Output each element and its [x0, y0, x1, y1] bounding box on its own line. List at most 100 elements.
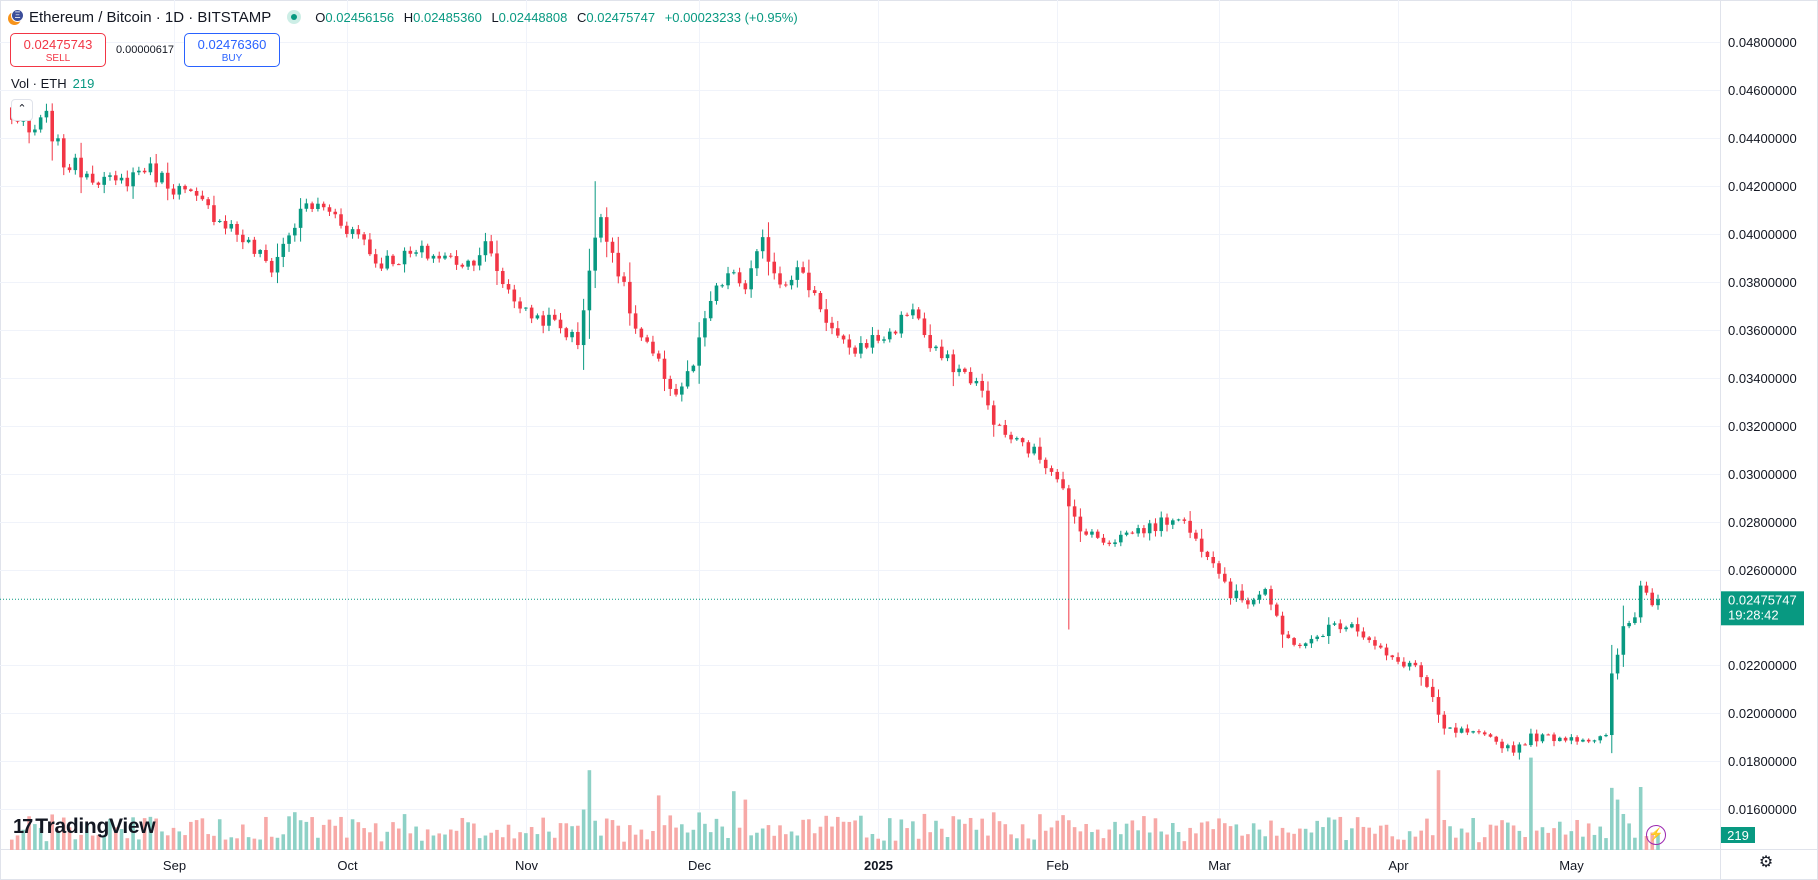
volume-bar: [529, 827, 534, 850]
price-tick-label: 0.04400000: [1728, 131, 1797, 146]
price-tick-label: 0.02600000: [1728, 563, 1797, 578]
candle-body: [991, 405, 996, 425]
volume-bar: [137, 839, 141, 850]
candle-body: [287, 235, 291, 244]
volume-bar: [772, 835, 777, 850]
spread-value: 0.00000617: [115, 44, 175, 56]
volume-bar: [1280, 827, 1285, 850]
volume-bar: [524, 833, 528, 850]
price-tick-label: 0.02800000: [1728, 515, 1797, 530]
volume-bar: [1263, 836, 1268, 850]
volume-bar: [217, 819, 222, 850]
candle-body: [85, 173, 89, 178]
volume-bar: [1309, 832, 1314, 850]
candle-body: [1355, 624, 1360, 632]
volume-bar: [1228, 826, 1233, 850]
volume-bar: [743, 799, 748, 850]
candle-body: [275, 256, 280, 273]
candle-body: [1205, 551, 1210, 558]
time-axis[interactable]: Sep Oct Nov Dec 2025 Feb Mar Apr May: [163, 858, 1584, 873]
low-value: 0.02448808: [498, 9, 568, 25]
volume-bar: [639, 829, 644, 850]
candle-body: [893, 331, 898, 334]
price-axis[interactable]: 0.04800000 0.04600000 0.04400000 0.04200000…: [1728, 35, 1797, 817]
candle-body: [264, 249, 268, 261]
candle-body: [986, 390, 990, 406]
volume-bar: [1500, 820, 1504, 850]
volume-legend[interactable]: Vol · ETH 219: [11, 76, 94, 91]
candle-body: [662, 358, 667, 379]
volume-bar: [1436, 770, 1441, 850]
volume-bar: [1124, 823, 1129, 850]
candle-body: [1038, 446, 1042, 460]
volume-bar: [755, 832, 759, 850]
candle-body: [1494, 736, 1499, 742]
price-tick-label: 0.03000000: [1728, 467, 1797, 482]
volume-bar: [67, 827, 72, 850]
buy-button[interactable]: 0.02476360 BUY: [184, 33, 280, 67]
time-tick-label: Nov: [515, 858, 539, 873]
candle-body: [668, 378, 673, 389]
candle-body: [1101, 537, 1106, 543]
volume-bar: [1257, 829, 1262, 850]
candle-body: [801, 267, 805, 273]
volume-bar: [749, 835, 753, 850]
sell-button[interactable]: 0.02475743 SELL: [10, 33, 106, 67]
candle-body: [1176, 519, 1181, 521]
candle-body: [1095, 531, 1100, 538]
time-tick-label: Apr: [1388, 858, 1409, 873]
volume-bar: [1373, 833, 1377, 850]
volume-bar: [27, 816, 31, 850]
volume-bar: [229, 837, 234, 850]
candle-body: [1049, 468, 1054, 472]
candle-body: [1511, 745, 1516, 753]
candle-body: [1338, 623, 1343, 630]
volume-bar: [789, 831, 794, 850]
symbol-title[interactable]: Ethereum / Bitcoin · 1D · BITSTAMP: [29, 8, 272, 26]
candle-body: [1165, 517, 1169, 525]
gear-icon[interactable]: ⚙: [1758, 854, 1774, 871]
volume-bar: [783, 834, 788, 850]
candle-body: [1061, 479, 1065, 489]
volume-bar: [1182, 841, 1187, 850]
volume-bar: [674, 827, 678, 850]
candle-body: [1344, 627, 1348, 630]
volume-bar: [1338, 816, 1343, 850]
volume-bar: [1326, 817, 1331, 850]
lightning-icon[interactable]: ⚡: [1646, 825, 1666, 845]
candle-body: [304, 203, 309, 209]
candle-body: [1142, 528, 1146, 534]
volume-bar: [893, 840, 898, 850]
tradingview-mark-icon: 17: [13, 815, 33, 838]
volume-bar: [396, 828, 401, 850]
volume-bar: [460, 817, 465, 850]
volume-bar: [997, 821, 1002, 850]
candle-body: [148, 163, 153, 173]
candle-body: [604, 217, 609, 242]
candle-body: [252, 239, 257, 254]
candle-body: [154, 163, 158, 183]
market-open-icon[interactable]: [287, 10, 302, 24]
tradingview-logo[interactable]: 17 TradingView: [13, 815, 156, 839]
high-label: H: [403, 9, 414, 25]
candle-body: [593, 237, 597, 271]
collapse-legend-button[interactable]: ⌃: [11, 99, 33, 121]
candle-body: [720, 285, 725, 287]
volume-bar: [1563, 834, 1568, 850]
candle-body: [96, 182, 101, 185]
volume-bar: [1332, 819, 1337, 850]
volume-bar: [859, 815, 863, 850]
volume-bar: [287, 816, 291, 850]
candle-body: [425, 245, 430, 259]
candle-body: [1656, 599, 1660, 606]
candle-body: [535, 315, 540, 319]
volume-bar: [974, 829, 979, 850]
last-volume-label: 219: [1727, 828, 1749, 843]
candle-body: [570, 331, 574, 338]
volume-bar: [864, 837, 869, 850]
volume-bar: [1147, 832, 1152, 850]
volume-bar: [680, 824, 684, 850]
candle-body: [847, 339, 852, 348]
